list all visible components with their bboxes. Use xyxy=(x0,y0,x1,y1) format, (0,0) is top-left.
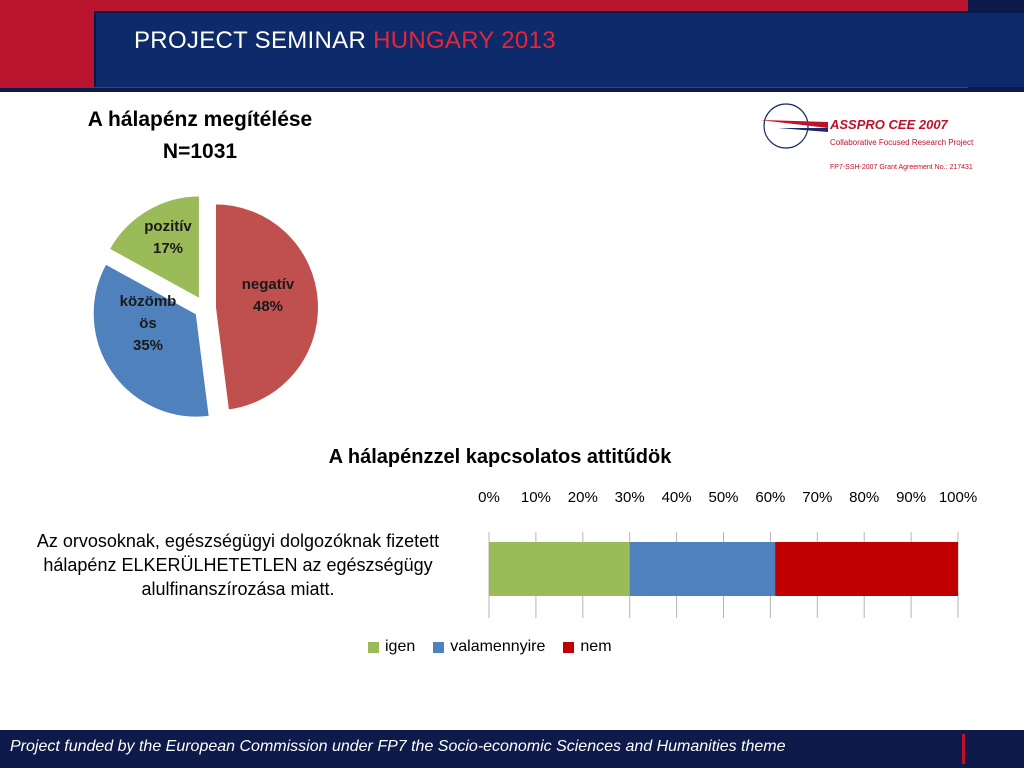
legend-label: igen xyxy=(385,638,416,655)
legend-swatch xyxy=(433,641,445,653)
x-tick-label: 20% xyxy=(568,489,598,506)
bar-segment-igen xyxy=(489,542,630,596)
title-prefix: PROJECT SEMINAR xyxy=(134,27,374,54)
header-divider xyxy=(0,88,1024,92)
pie-slice-1 xyxy=(213,202,320,412)
x-tick-label: 60% xyxy=(755,489,785,506)
pie-slice-label: közömb ös 35% xyxy=(120,293,177,354)
x-tick-label: 100% xyxy=(939,489,977,506)
title-highlight: HUNGARY 2013 xyxy=(373,27,556,54)
bar-segment-nem xyxy=(775,542,958,596)
legend-label: valamennyire xyxy=(450,638,546,655)
legend-item-valamennyire: valamennyire xyxy=(433,638,545,656)
bar-category-label: Az orvosoknak, egészségügyi dolgozóknak … xyxy=(4,529,472,601)
x-tick-label: 90% xyxy=(896,489,926,506)
x-tick-label: 40% xyxy=(662,489,692,506)
pie-slice-label: negatív 48% xyxy=(242,276,295,315)
asspro-logo-icon xyxy=(760,103,828,149)
legend-label: nem xyxy=(580,638,612,655)
header-panel xyxy=(94,11,1024,87)
legend-item-nem: nem xyxy=(563,638,612,656)
x-tick-label: 70% xyxy=(802,489,832,506)
x-tick-label: 10% xyxy=(521,489,551,506)
x-tick-label: 80% xyxy=(849,489,879,506)
bar-chart-legend: igen valamennyire nem xyxy=(368,638,612,656)
legend-swatch xyxy=(368,641,379,653)
x-tick-label: 30% xyxy=(615,489,645,506)
page-title: PROJECT SEMINAR HUNGARY 2013 xyxy=(134,27,556,55)
footer-accent-mark xyxy=(962,734,965,764)
bar-category-line: alulfinanszírozása miatt. xyxy=(141,579,335,599)
stacked-bar-chart: 0% 10% 20% 30% 40% 50% 60% 70% 80% 90% 100% xyxy=(478,489,977,618)
pie-chart-subtitle: N=1031 xyxy=(162,140,238,163)
bar-chart-title: A hálapénzzel kapcsolatos attitűdök xyxy=(328,446,672,468)
x-tick-label: 0% xyxy=(478,489,500,506)
logo-title: ASSPRO CEE 2007 xyxy=(830,117,948,132)
legend-item-igen: igen xyxy=(368,638,415,656)
footer-text: Project funded by the European Commissio… xyxy=(10,738,786,755)
pie-slice-3 xyxy=(107,194,201,302)
footer-bar: Project funded by the European Commissio… xyxy=(0,730,1024,768)
bar-category-line: Az orvosoknak, egészségügyi dolgozóknak … xyxy=(36,531,440,551)
logo-grant-number: FP7-SSH-2007 Grant Agreement No.: 217431 xyxy=(830,164,973,171)
pie-chart: negatív 48% közömb ös 35% pozitív 17% xyxy=(91,194,320,419)
pie-chart-title: A hálapénz megítélése xyxy=(87,108,313,131)
pie-slice-2 xyxy=(91,262,211,419)
bar-segment-valamennyire xyxy=(629,542,776,596)
legend-swatch xyxy=(563,641,575,653)
logo-subtitle: Collaborative Focused Research Project xyxy=(830,138,974,147)
pie-slice-label: pozitív 17% xyxy=(144,218,192,257)
bar-category-line: hálapénz ELKERÜLHETETLEN az egészségügy xyxy=(43,555,433,575)
x-tick-label: 50% xyxy=(708,489,738,506)
